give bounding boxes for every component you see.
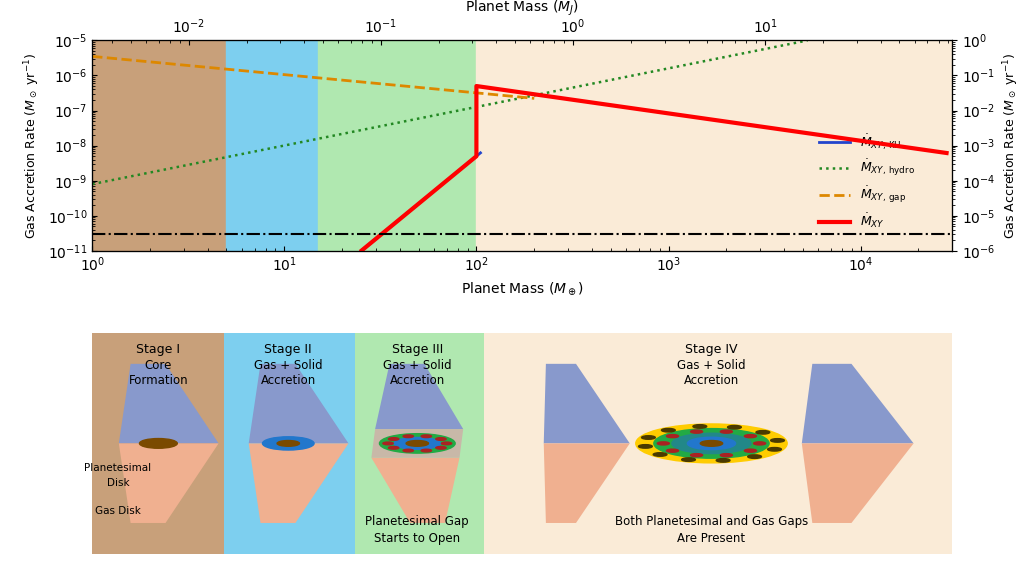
Bar [483, 333, 952, 554]
Circle shape [756, 430, 770, 434]
Polygon shape [544, 364, 630, 443]
Circle shape [690, 454, 702, 457]
Polygon shape [249, 443, 348, 523]
Circle shape [636, 424, 787, 463]
Text: Stage III: Stage III [391, 343, 443, 356]
Circle shape [667, 449, 679, 452]
Circle shape [394, 437, 440, 449]
Polygon shape [372, 458, 460, 523]
Circle shape [771, 439, 784, 442]
Text: Accretion: Accretion [261, 374, 315, 387]
Bar [92, 40, 226, 251]
Circle shape [441, 442, 452, 445]
Circle shape [139, 439, 177, 448]
Circle shape [667, 434, 679, 438]
Polygon shape [119, 443, 218, 523]
Circle shape [639, 445, 652, 448]
Text: Planetesimal: Planetesimal [84, 463, 152, 473]
Bar [318, 40, 476, 251]
Circle shape [383, 442, 393, 445]
Circle shape [262, 437, 314, 450]
Circle shape [768, 448, 781, 451]
Text: Gas + Solid: Gas + Solid [383, 359, 452, 372]
Bar [92, 333, 224, 554]
Text: Gas + Solid: Gas + Solid [254, 359, 323, 372]
Text: Stage II: Stage II [264, 343, 312, 356]
Circle shape [682, 458, 695, 462]
Circle shape [403, 435, 414, 437]
Y-axis label: Gas Accretion Rate ($M_\odot$ yr$^{-1}$): Gas Accretion Rate ($M_\odot$ yr$^{-1}$) [1001, 53, 1021, 239]
Circle shape [654, 429, 769, 458]
Circle shape [672, 433, 751, 454]
Circle shape [716, 459, 730, 462]
Circle shape [403, 449, 414, 452]
X-axis label: Planet Mass ($M_\oplus$): Planet Mass ($M_\oplus$) [461, 280, 584, 297]
Circle shape [388, 438, 398, 440]
Circle shape [754, 442, 766, 445]
Bar [354, 333, 483, 554]
Circle shape [744, 434, 757, 438]
Circle shape [436, 447, 446, 449]
Circle shape [744, 449, 757, 452]
Polygon shape [802, 443, 913, 523]
Text: Starts to Open: Starts to Open [374, 532, 461, 545]
Text: Both Planetesimal and Gas Gaps: Both Planetesimal and Gas Gaps [614, 515, 808, 528]
Circle shape [380, 434, 455, 453]
Text: Gas Disk: Gas Disk [95, 507, 141, 516]
Text: Accretion: Accretion [390, 374, 444, 387]
Bar [224, 333, 354, 554]
Polygon shape [372, 429, 463, 458]
Polygon shape [249, 364, 348, 443]
Circle shape [421, 435, 431, 437]
Circle shape [278, 440, 299, 446]
Text: Core: Core [144, 359, 172, 372]
X-axis label: Planet Mass ($M_J$): Planet Mass ($M_J$) [465, 0, 580, 18]
Text: Gas + Solid: Gas + Solid [677, 359, 745, 372]
Text: Planetesimal Gap: Planetesimal Gap [366, 515, 469, 528]
Circle shape [662, 429, 675, 432]
Legend: $\dot{M}_{XY,\,\mathrm{KH}}$, $\dot{M}_{XY,\,\mathrm{hydro}}$, $\dot{M}_{XY,\,\m: $\dot{M}_{XY,\,\mathrm{KH}}$, $\dot{M}_{… [814, 126, 921, 235]
Circle shape [690, 430, 702, 433]
Circle shape [748, 455, 762, 458]
Circle shape [720, 430, 732, 433]
Circle shape [388, 447, 398, 449]
Circle shape [700, 440, 723, 446]
Polygon shape [119, 364, 218, 443]
Circle shape [727, 425, 741, 429]
Circle shape [421, 449, 431, 452]
Circle shape [693, 425, 707, 428]
Text: Stage IV: Stage IV [685, 343, 737, 356]
Text: Are Present: Are Present [678, 532, 745, 545]
Text: Disk: Disk [106, 478, 129, 488]
Circle shape [720, 454, 732, 457]
Polygon shape [544, 443, 630, 523]
Circle shape [653, 453, 667, 456]
Circle shape [687, 437, 735, 449]
Text: Stage I: Stage I [136, 343, 180, 356]
Circle shape [407, 440, 428, 446]
Polygon shape [375, 364, 463, 429]
Text: Formation: Formation [129, 374, 188, 387]
Circle shape [642, 436, 655, 439]
Text: Accretion: Accretion [684, 374, 739, 387]
Y-axis label: Gas Accretion Rate ($M_\odot$ yr$^{-1}$): Gas Accretion Rate ($M_\odot$ yr$^{-1}$) [23, 53, 42, 239]
Circle shape [657, 442, 670, 445]
Circle shape [436, 438, 446, 440]
Polygon shape [802, 364, 913, 443]
Bar [226, 40, 318, 251]
